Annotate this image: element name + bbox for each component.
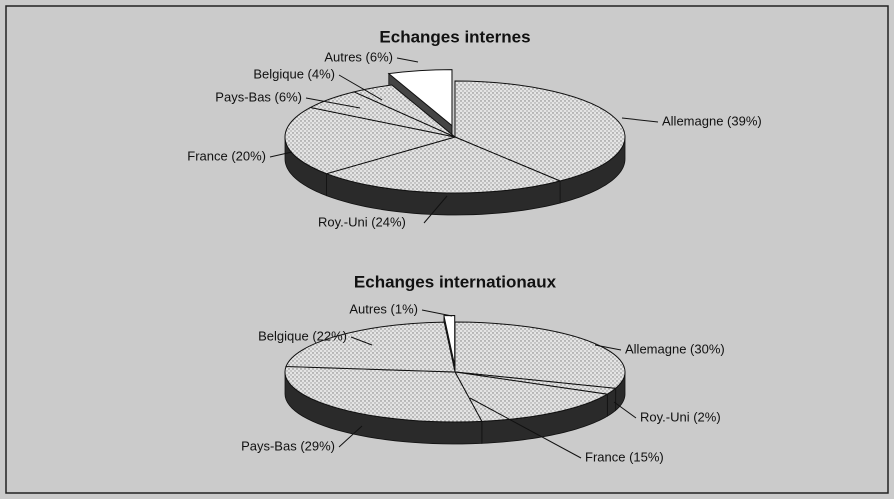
frame [5,5,889,494]
leader-line [396,57,419,63]
slice-label: France (15%) [585,449,664,464]
leader-line [594,344,622,351]
pie-slice [454,371,609,422]
slice-label: Pays-Bas (6%) [215,89,302,104]
slice-label: Allemagne (30%) [625,341,725,356]
leader-line [469,397,582,459]
chart-title: Echanges internes [379,27,530,46]
leader-line [338,74,383,101]
leader-line [421,309,453,317]
pie-slice [387,69,453,127]
pie-slice [324,136,562,194]
leader-line [350,336,373,346]
leader-line [338,425,363,448]
slice-label: Autres (1%) [349,301,418,316]
leader-line [305,97,361,109]
leader-line [613,401,637,419]
chart-title: Echanges internationaux [354,272,557,291]
pie-slice [284,365,483,423]
pie-slice [454,321,626,389]
slice-label: Belgique (22%) [258,328,347,343]
leader-line [269,151,293,158]
slice-label: France (20%) [187,148,266,163]
leader-line [621,117,659,123]
slice-label: Allemagne (39%) [662,113,762,128]
pie-slice [285,321,456,373]
slice-label: Autres (6%) [324,49,393,64]
slice-label: Roy.-Uni (24%) [318,214,406,229]
slice-label: Roy.-Uni (2%) [640,409,721,424]
leader-line [423,195,448,224]
pie-slice [284,106,456,175]
slice-label: Pays-Bas (29%) [241,438,335,453]
pie-slice [454,80,626,182]
slice-label: Belgique (4%) [253,66,335,81]
